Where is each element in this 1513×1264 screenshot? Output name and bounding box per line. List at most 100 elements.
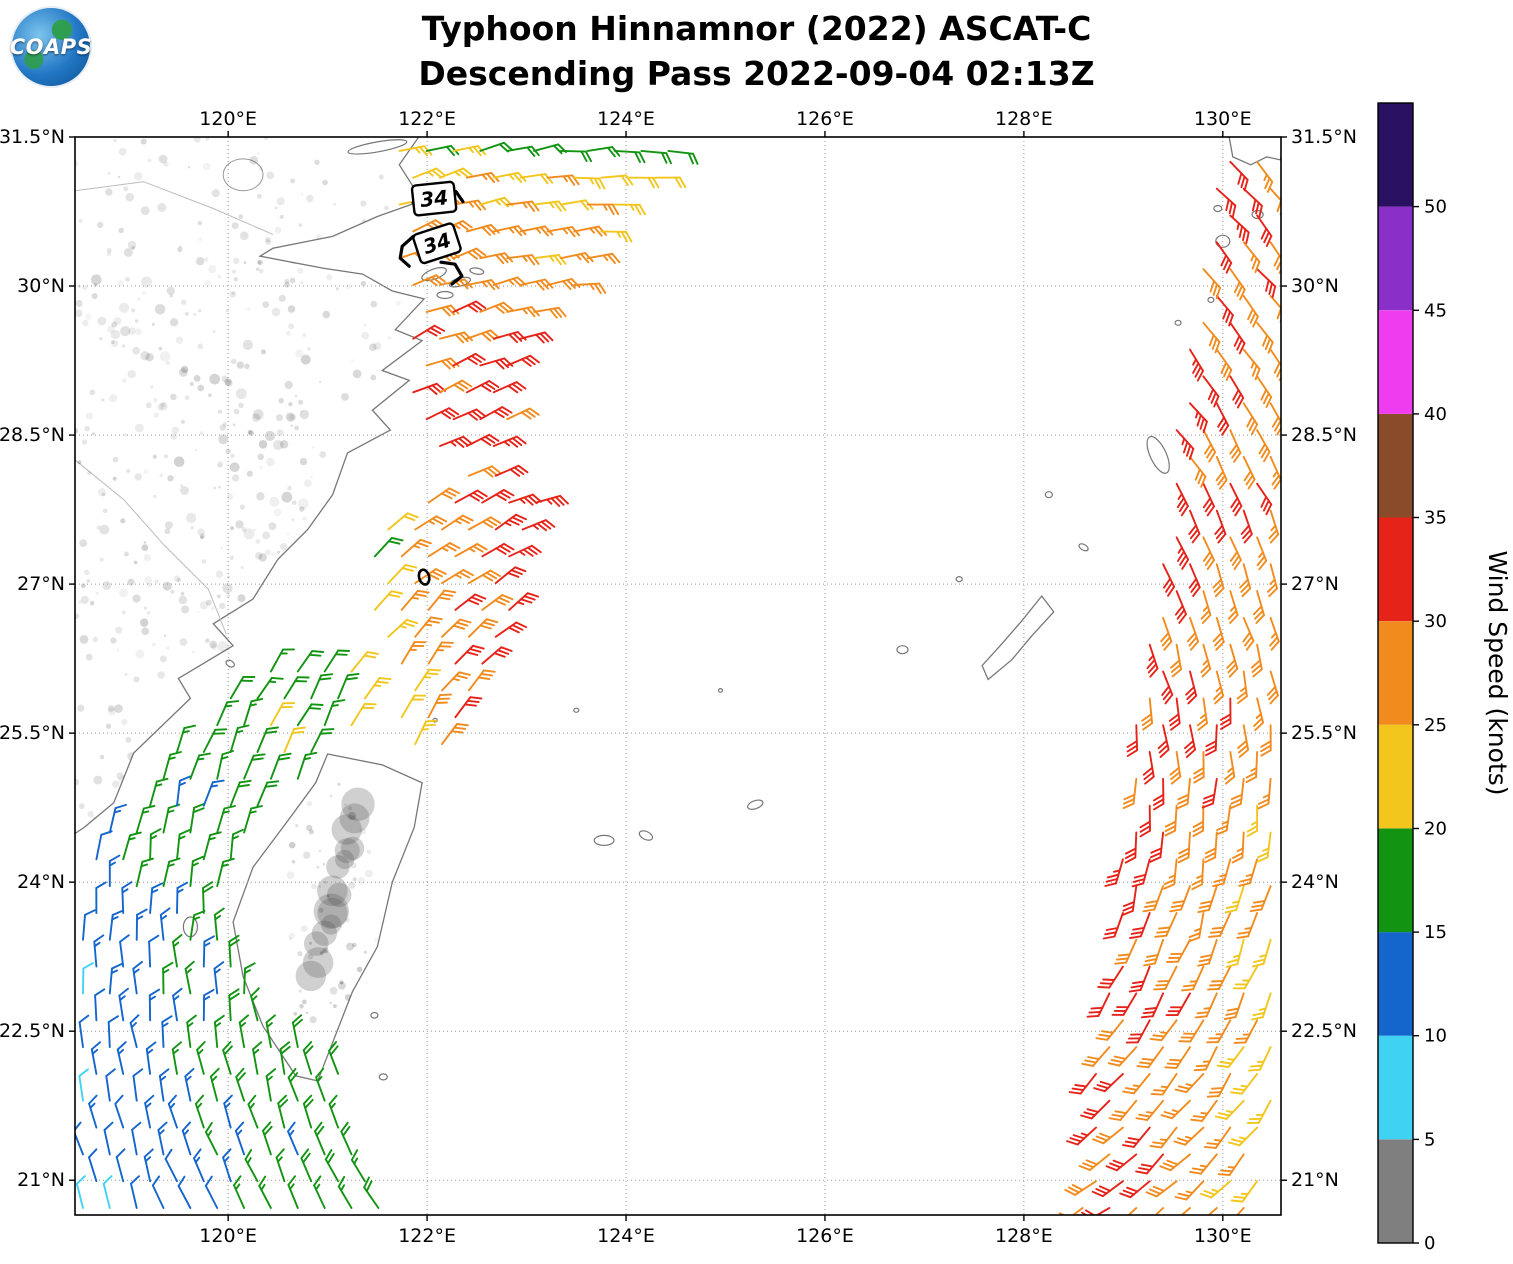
- y-tick-label-right: 21°N: [1291, 1169, 1339, 1191]
- x-tick-label-bottom: 120°E: [199, 1225, 257, 1247]
- wind-barb: [323, 649, 351, 673]
- wind-barb: [75, 1175, 86, 1209]
- wind-barb: [1119, 1180, 1151, 1199]
- colorbar-tick-label: 30: [1424, 611, 1447, 632]
- wind-barb: [252, 1041, 263, 1075]
- wind-barb: [1208, 912, 1232, 938]
- wind-barb: [314, 1121, 326, 1156]
- wind-barb: [1154, 912, 1178, 938]
- wind-barb: [302, 1094, 314, 1129]
- wind-barb: [1200, 590, 1212, 624]
- wind-barb: [93, 934, 105, 968]
- wind-barb: [1153, 965, 1178, 991]
- wind-barb: [216, 700, 240, 727]
- wind-barb: [506, 407, 540, 421]
- wind-barb: [439, 379, 473, 394]
- wind-barb: [216, 857, 235, 888]
- wind-barb: [1212, 563, 1225, 598]
- wind-barb: [1224, 751, 1236, 785]
- wind-barb: [439, 331, 473, 344]
- wind-barb: [1239, 563, 1252, 598]
- wind-barb: [143, 1148, 154, 1183]
- wind-barb: [400, 538, 432, 558]
- colorbar-tick-label: 0: [1424, 1233, 1435, 1254]
- wind-barb: [667, 149, 699, 165]
- wind-barb: [1152, 777, 1165, 811]
- wind-barb: [1157, 724, 1170, 758]
- wind-barb: [519, 331, 554, 344]
- wind-barb: [1227, 1126, 1259, 1147]
- wind-barb: [176, 881, 189, 914]
- wind-barb: [323, 699, 346, 727]
- wind-barb: [1256, 375, 1273, 408]
- wind-barb: [1242, 241, 1261, 274]
- wind-barb: [508, 592, 540, 611]
- wind-barb: [315, 1067, 326, 1102]
- wind-barb: [1080, 1099, 1111, 1120]
- island-coastline: [370, 1011, 379, 1019]
- colorbar-tick-label: 10: [1424, 1026, 1447, 1047]
- colorbar-tick-label: 45: [1424, 300, 1447, 321]
- wind-barb: [1174, 1072, 1205, 1094]
- wind-barb: [1196, 697, 1208, 731]
- island-coastline: [573, 707, 580, 713]
- wind-barb: [1126, 724, 1139, 757]
- wind-barb: [1160, 1099, 1191, 1120]
- wind-barb: [1229, 375, 1245, 409]
- colorbar-segment: [1378, 103, 1413, 207]
- wind-barb: [467, 465, 502, 478]
- island-coastline: [593, 834, 615, 847]
- wind-barb: [1245, 751, 1259, 784]
- wind-barb: [1242, 348, 1261, 381]
- island-coastline: [1207, 296, 1215, 303]
- wind-barb: [1131, 858, 1151, 888]
- wind-barb: [1169, 751, 1182, 785]
- wind-barb: [350, 651, 380, 673]
- wind-barb: [600, 230, 633, 243]
- wind-barb: [414, 568, 447, 585]
- wind-barb: [439, 167, 473, 179]
- wind-barb: [506, 200, 540, 212]
- wind-barb: [1180, 1207, 1191, 1215]
- wind-barb: [1215, 402, 1230, 436]
- wind-barb: [149, 828, 162, 861]
- wind-barb: [1086, 992, 1111, 1018]
- wind-barb: [398, 145, 433, 157]
- wind-barb: [1091, 1180, 1124, 1198]
- wind-barb: [533, 306, 567, 319]
- gridlines: [75, 137, 1281, 1215]
- wind-barb: [172, 934, 183, 968]
- wind-barb: [291, 1014, 303, 1049]
- wind-barb: [135, 804, 156, 834]
- island-coastline: [225, 659, 235, 668]
- wind-barb: [1178, 1019, 1205, 1043]
- wind-barb: [279, 1041, 291, 1075]
- wind-barb: [1225, 938, 1245, 968]
- wind-barb: [176, 775, 191, 807]
- wind-barb: [1102, 912, 1124, 940]
- wind-barb: [1242, 455, 1256, 490]
- wind-barb: [202, 779, 225, 807]
- wind-barb: [1168, 697, 1181, 731]
- island-coastline: [955, 575, 963, 583]
- wind-barb: [108, 803, 127, 834]
- wind-barb: [189, 752, 211, 780]
- wind-barb: [427, 693, 453, 719]
- wind-barb: [1249, 885, 1272, 913]
- wind-barb: [1212, 616, 1225, 651]
- wind-barb: [258, 1175, 272, 1209]
- wind-barb: [78, 1068, 89, 1102]
- wind-barb: [216, 805, 236, 834]
- wind-barb: [1159, 1153, 1191, 1172]
- wind-radius-loop: [417, 568, 431, 586]
- wind-barb: [452, 352, 486, 367]
- wind-barb: [1169, 885, 1191, 913]
- wind-barb: [1268, 509, 1280, 544]
- wind-barb: [159, 907, 171, 941]
- wind-barb: [492, 435, 527, 448]
- wind-barb: [1136, 1046, 1165, 1069]
- x-tick-label-top: 124°E: [597, 108, 655, 130]
- wind-barb: [114, 1094, 125, 1129]
